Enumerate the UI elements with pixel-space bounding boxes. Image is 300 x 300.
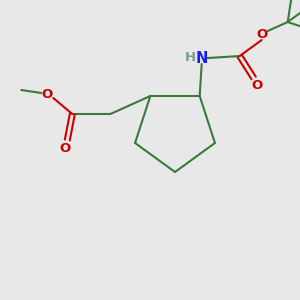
Text: O: O — [256, 28, 267, 40]
Text: O: O — [251, 79, 262, 92]
Text: O: O — [60, 142, 71, 154]
Text: N: N — [196, 50, 208, 65]
Text: H: H — [185, 50, 196, 64]
Text: O: O — [42, 88, 53, 100]
